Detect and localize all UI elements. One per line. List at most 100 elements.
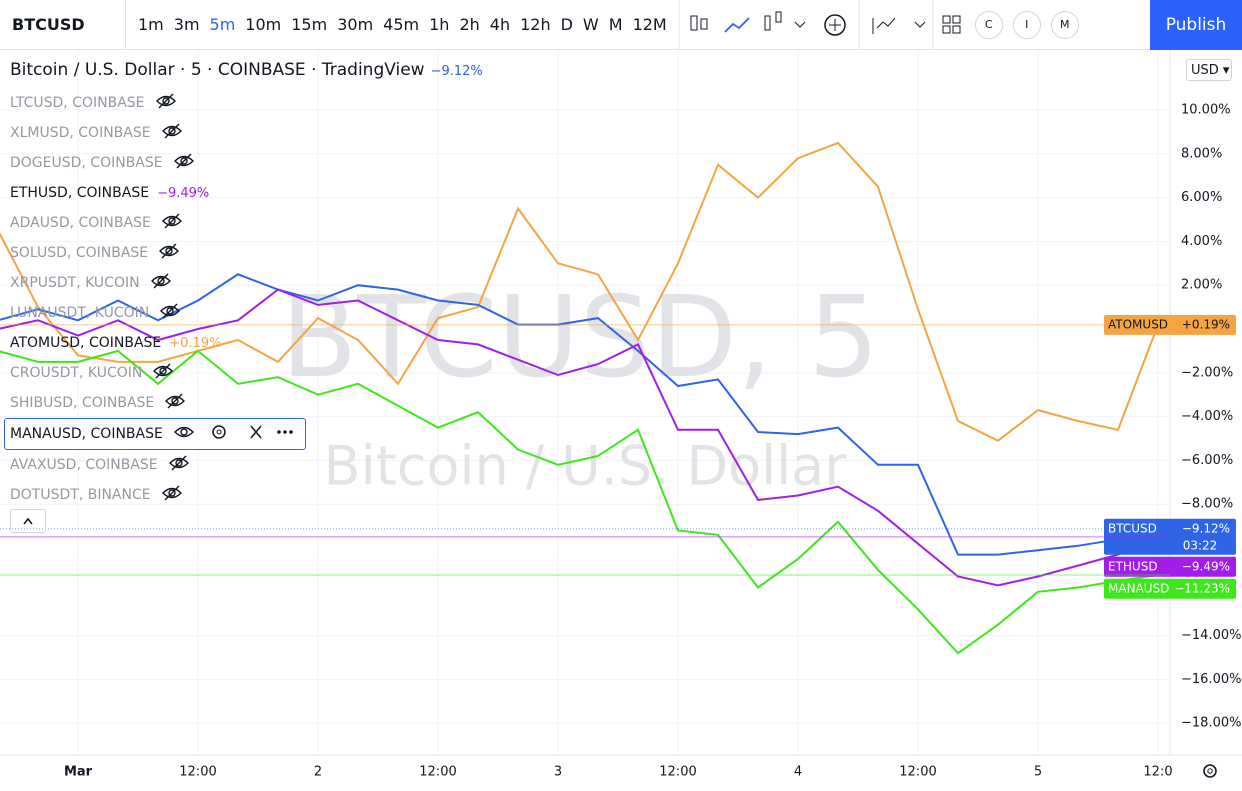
legend-item[interactable]: LTCUSD, COINBASE bbox=[10, 88, 306, 118]
visibility-icon[interactable] bbox=[158, 455, 190, 475]
y-tick-label: −6.00% bbox=[1181, 453, 1233, 468]
round-button[interactable]: M bbox=[1050, 10, 1079, 39]
countdown: 03:22 bbox=[1183, 538, 1218, 552]
legend-item[interactable]: MANAUSD, COINBASE bbox=[4, 418, 306, 450]
legend-item[interactable]: ETHUSD, COINBASE −9.49% bbox=[10, 178, 306, 208]
visibility-icon[interactable] bbox=[145, 93, 177, 113]
visibility-icon[interactable] bbox=[151, 485, 183, 505]
legend-label: SHIBUSD, COINBASE bbox=[10, 395, 155, 411]
interval[interactable]: W bbox=[582, 15, 599, 34]
y-tick-label: −8.00% bbox=[1181, 497, 1233, 512]
interval[interactable]: 10m bbox=[245, 15, 282, 34]
interval[interactable]: 2h bbox=[459, 15, 480, 34]
legend-item[interactable]: DOTUSDT, BINANCE bbox=[10, 480, 306, 510]
interval[interactable]: 4h bbox=[489, 15, 511, 34]
x-tick-label: 12:00 bbox=[179, 765, 216, 780]
visibility-icon[interactable] bbox=[154, 393, 186, 413]
toolbar-icons[interactable] bbox=[675, 0, 935, 49]
value-label: −11.23% bbox=[1174, 581, 1230, 595]
legend-label: LTCUSD, COINBASE bbox=[10, 95, 145, 111]
publish-button[interactable]: Publish bbox=[1150, 0, 1242, 50]
currency-select[interactable]: USD ▾ bbox=[1186, 59, 1232, 81]
legend-item[interactable]: ADAUSD, COINBASE bbox=[10, 208, 306, 238]
legend-label: MANAUSD, COINBASE bbox=[10, 426, 163, 442]
visibility-icon[interactable] bbox=[140, 273, 172, 293]
y-tick-label: 10.00% bbox=[1181, 103, 1231, 118]
x-tick-label: 3 bbox=[554, 765, 562, 780]
header: Bitcoin / U.S. Dollar · 5 · COINBASE · T… bbox=[10, 60, 483, 80]
visibility-icon[interactable] bbox=[148, 243, 180, 263]
x-tick-label: 5 bbox=[1034, 765, 1042, 780]
y-tick-label: 6.00% bbox=[1181, 190, 1222, 205]
x-tick-label: 4 bbox=[794, 765, 802, 780]
x-tick-label: 12:00 bbox=[419, 765, 456, 780]
legend-item[interactable]: ATOMUSD, COINBASE +0.19% bbox=[10, 328, 306, 358]
y-tick-label: −2.00% bbox=[1181, 365, 1233, 380]
series-line bbox=[0, 288, 1159, 587]
legend-label: DOGEUSD, COINBASE bbox=[10, 155, 163, 171]
interval[interactable]: 3m bbox=[173, 15, 200, 34]
visibility-icon[interactable] bbox=[149, 303, 181, 323]
legend-item[interactable]: AVAXUSD, COINBASE bbox=[10, 450, 306, 480]
item-actions[interactable] bbox=[195, 424, 299, 444]
value-label: +0.19% bbox=[1182, 317, 1230, 331]
x-tick-label: 12:0 bbox=[1143, 765, 1172, 780]
visibility-icon[interactable] bbox=[142, 363, 174, 383]
interval[interactable]: 1h bbox=[429, 15, 450, 34]
legend-item[interactable]: XRPUSDT, KUCOIN bbox=[10, 268, 306, 298]
price-label-box bbox=[1104, 556, 1236, 577]
legend-label: ETHUSD, COINBASE bbox=[10, 185, 150, 201]
currency: USD bbox=[1191, 63, 1219, 78]
interval[interactable]: M bbox=[608, 15, 623, 34]
round-button[interactable]: C bbox=[974, 10, 1003, 39]
legend-item[interactable]: DOGEUSD, COINBASE bbox=[10, 148, 306, 178]
visibility-icon[interactable] bbox=[151, 213, 183, 233]
symbol[interactable]: BTCUSD bbox=[0, 0, 126, 49]
y-tick-label: −4.00% bbox=[1181, 409, 1233, 424]
interval[interactable]: 45m bbox=[383, 15, 420, 34]
y-tick-label: −14.00% bbox=[1181, 628, 1241, 643]
price-label-box bbox=[1104, 578, 1236, 599]
intervals: 1m 3m 5m 10m 15m 30m 45m 1h 2h 4h 12h D W M 12M bbox=[126, 15, 675, 34]
watermark: Bitcoin / U.S. Dollar bbox=[324, 435, 848, 498]
y-tick-label: 4.00% bbox=[1181, 234, 1222, 249]
visibility-icon[interactable] bbox=[163, 424, 195, 444]
x-tick-label: Mar bbox=[64, 765, 93, 780]
legend-item[interactable]: SHIBUSD, COINBASE bbox=[10, 388, 306, 418]
interval[interactable]: 15m bbox=[291, 15, 328, 34]
x-tick-label: 2 bbox=[314, 765, 322, 780]
legend-label: CROUSDT, KUCOIN bbox=[10, 365, 143, 381]
interval[interactable]: 12h bbox=[520, 15, 551, 34]
round-button[interactable]: I bbox=[1012, 10, 1041, 39]
interval[interactable]: 1m bbox=[138, 15, 164, 34]
interval[interactable]: 12M bbox=[632, 15, 667, 34]
value-label: −9.49% bbox=[1182, 559, 1230, 573]
legend-label: LUNAUSDT, KUCOIN bbox=[10, 305, 150, 321]
legend-item[interactable]: LUNAUSDT, KUCOIN bbox=[10, 298, 306, 328]
settings-icon[interactable] bbox=[1203, 764, 1217, 778]
legend-item[interactable]: XLMUSD, COINBASE bbox=[10, 118, 306, 148]
interval[interactable]: 30m bbox=[337, 15, 374, 34]
y-tick-label: 2.00% bbox=[1181, 278, 1222, 293]
legend-change: +0.19% bbox=[169, 335, 222, 351]
series-line bbox=[0, 141, 1159, 442]
interval[interactable]: D bbox=[560, 15, 573, 34]
layout-icon[interactable] bbox=[935, 0, 965, 49]
series-name: MANAUSD bbox=[1108, 581, 1169, 595]
series-line bbox=[0, 349, 1159, 655]
interval[interactable]: 5m bbox=[209, 15, 236, 34]
series-name: BTCUSD bbox=[1108, 521, 1157, 535]
series-name: ATOMUSD bbox=[1108, 317, 1168, 331]
legend-label: SOLUSD, COINBASE bbox=[10, 245, 149, 261]
legend-item[interactable]: CROUSDT, KUCOIN bbox=[10, 358, 306, 388]
collapse-button[interactable] bbox=[10, 509, 46, 533]
change: −9.12% bbox=[430, 64, 483, 79]
y-tick-label: 8.00% bbox=[1181, 146, 1222, 161]
x-tick-label: 12:00 bbox=[659, 765, 696, 780]
legend-label: XRPUSDT, KUCOIN bbox=[10, 275, 140, 291]
visibility-icon[interactable] bbox=[163, 153, 195, 173]
legend-item[interactable]: SOLUSD, COINBASE bbox=[10, 238, 306, 268]
y-tick-label: −16.00% bbox=[1181, 672, 1241, 687]
visibility-icon[interactable] bbox=[151, 123, 183, 143]
